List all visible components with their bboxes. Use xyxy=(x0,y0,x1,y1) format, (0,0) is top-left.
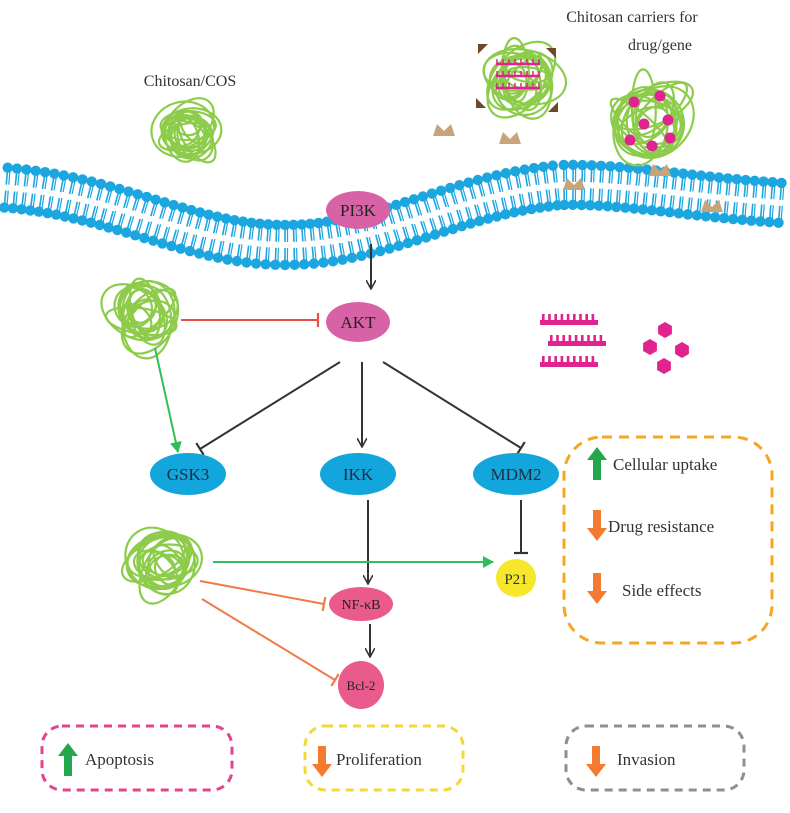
chitosan-carrier-icon xyxy=(475,29,572,128)
node-akt-label: AKT xyxy=(341,313,377,332)
node-mdm2: MDM2 xyxy=(473,453,559,495)
hexagon-icon xyxy=(675,342,689,358)
node-pi3k: PI3K xyxy=(326,191,390,229)
chitosan-ball-icon xyxy=(114,516,207,611)
chitosan-carrier-icon xyxy=(599,69,708,172)
down-arrow-icon xyxy=(587,573,607,604)
outcome-apoptosis-box: Apoptosis xyxy=(42,726,232,790)
benefit-drug-resistance: Drug resistance xyxy=(608,517,714,536)
ligand-icon xyxy=(476,98,486,108)
outcome-apoptosis-label: Apoptosis xyxy=(85,750,154,769)
node-ikk: IKK xyxy=(320,453,396,495)
outcome-invasion-label: Invasion xyxy=(617,750,676,769)
down-arrow-icon xyxy=(312,746,332,777)
benefit-side-effects: Side effects xyxy=(622,581,701,600)
drug-dot-icon xyxy=(647,141,658,152)
node-mdm2-label: MDM2 xyxy=(490,465,541,484)
hexagon-icon xyxy=(658,322,672,338)
carriers-label-line1: Chitosan carriers for xyxy=(566,9,698,26)
ligand-icon xyxy=(478,44,488,54)
receptor-icon xyxy=(701,200,723,212)
up-arrow-icon xyxy=(58,743,78,776)
outcome-proliferation-box: Proliferation xyxy=(305,726,463,790)
node-p21: P21 xyxy=(496,559,536,597)
drug-dot-icon xyxy=(665,133,676,144)
drug-gene-payload-icons xyxy=(540,314,689,374)
edge-chitosan-inhibit-akt xyxy=(181,313,318,327)
outcome-invasion-box: Invasion xyxy=(566,726,744,790)
outcome-proliferation-label: Proliferation xyxy=(336,750,422,769)
chitosan-ball-icon xyxy=(91,273,189,364)
drug-molecules-icon xyxy=(643,322,689,374)
edge-chitosan-activate-gsk3 xyxy=(155,348,178,452)
node-pi3k-label: PI3K xyxy=(340,201,377,220)
drug-dot-icon xyxy=(639,119,650,130)
hexagon-icon xyxy=(643,339,657,355)
drug-dot-icon xyxy=(625,135,636,146)
node-bcl2-label: Bcl-2 xyxy=(347,678,376,693)
node-nfkb-label: NF-κB xyxy=(342,598,381,613)
receptor-icon xyxy=(499,132,521,144)
receptor-icon xyxy=(433,124,455,136)
gene-strands-icon xyxy=(540,314,606,367)
node-gsk3: GSK3 xyxy=(150,453,226,495)
node-bcl2: Bcl-2 xyxy=(338,661,384,709)
chitosan-cos-label: Chitosan/COS xyxy=(144,73,236,90)
edge-chitosan-inhibit-bcl2 xyxy=(202,599,339,686)
node-akt: AKT xyxy=(326,302,390,342)
edge-mdm2-p21 xyxy=(514,500,528,553)
node-ikk-label: IKK xyxy=(343,465,374,484)
node-p21-label: P21 xyxy=(504,572,527,588)
edge-chitosan-inhibit-nfkb xyxy=(200,581,325,611)
down-arrow-icon xyxy=(586,746,606,777)
drug-dot-icon xyxy=(655,91,666,102)
hexagon-icon xyxy=(657,358,671,374)
drug-dot-icon xyxy=(629,97,640,108)
drug-dot-icon xyxy=(663,115,674,126)
carriers-label-line2: drug/gene xyxy=(628,37,692,54)
up-arrow-icon xyxy=(587,447,607,480)
cell-membrane xyxy=(0,160,787,270)
chitosan-ball-icon xyxy=(145,89,224,169)
benefits-box: Cellular uptake Drug resistance Side eff… xyxy=(564,437,772,643)
edge-akt-mdm2 xyxy=(383,362,525,454)
node-nfkb: NF-κB xyxy=(329,587,393,621)
edge-akt-gsk3 xyxy=(196,362,340,455)
node-gsk3-label: GSK3 xyxy=(167,465,210,484)
down-arrow-icon xyxy=(587,510,607,541)
benefit-cellular-uptake: Cellular uptake xyxy=(613,455,717,474)
